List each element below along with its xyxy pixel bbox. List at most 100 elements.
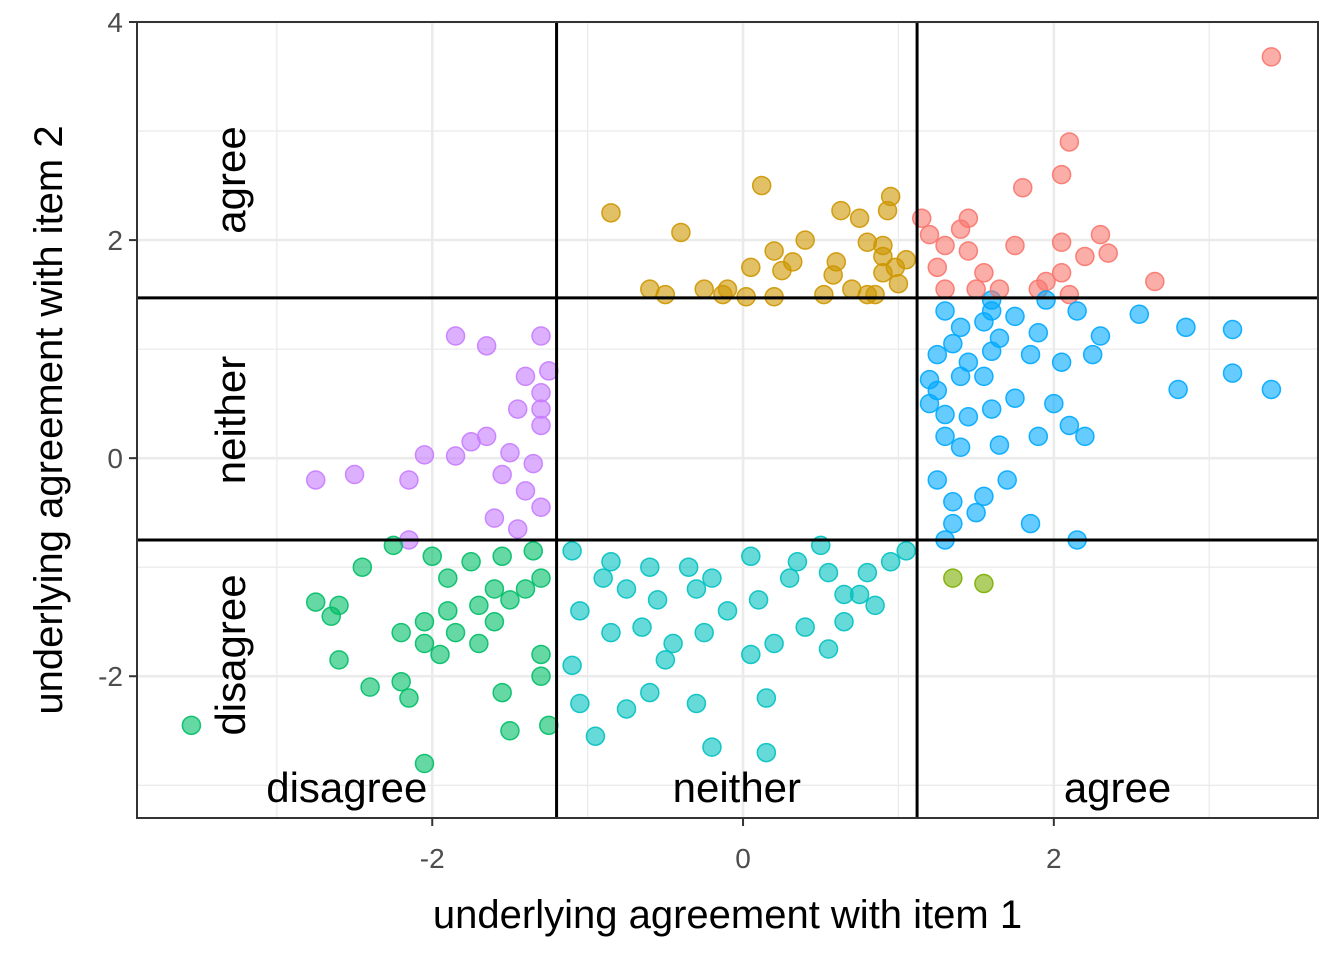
data-point [1222, 363, 1243, 383]
data-point [751, 175, 772, 196]
data-point [779, 568, 800, 588]
data-point [935, 279, 955, 299]
data-point [305, 592, 326, 612]
data-point [1036, 290, 1056, 310]
y-region-label-disagree: disagree [207, 574, 254, 735]
data-point [772, 260, 792, 281]
data-point [1145, 271, 1165, 292]
data-point [834, 584, 854, 605]
data-point [616, 579, 637, 599]
data-point [1020, 344, 1041, 365]
data-point [562, 541, 582, 561]
x-region-label-disagree: disagree [266, 764, 427, 811]
data-point [950, 317, 971, 338]
data-point [461, 432, 481, 452]
data-point [616, 699, 637, 719]
data-point [950, 366, 971, 387]
axis-ticks: -2 0 2 -2 0 2 4 [98, 7, 1062, 874]
data-point [857, 562, 878, 583]
data-point [981, 341, 1002, 362]
data-point [391, 622, 411, 643]
data-point [562, 655, 582, 676]
y-region-label-neither: neither [207, 356, 254, 484]
data-point [935, 235, 955, 256]
data-point [476, 336, 497, 356]
data-point [1013, 177, 1033, 198]
data-point [523, 541, 544, 561]
data-point [1059, 415, 1080, 436]
data-point [647, 590, 668, 610]
data-point [678, 557, 699, 577]
data-point [966, 279, 986, 299]
data-point [831, 200, 851, 221]
data-point [1075, 246, 1095, 267]
data-point [966, 502, 986, 523]
data-point [896, 249, 916, 270]
data-point [888, 273, 909, 294]
data-point [399, 688, 419, 708]
data-point [919, 224, 940, 245]
region-labels: disagree neither agree disagree neither agree [207, 126, 1171, 811]
data-point [461, 552, 481, 572]
data-point [438, 568, 458, 588]
data-point [531, 568, 551, 588]
x-region-label-agree: agree [1064, 764, 1171, 811]
data-point [943, 333, 963, 354]
data-point [927, 380, 948, 401]
data-point [1090, 224, 1111, 245]
data-point [702, 568, 722, 588]
data-point [814, 284, 834, 305]
data-point [1261, 47, 1282, 67]
data-point [640, 682, 660, 703]
data-point [974, 263, 994, 283]
data-point [414, 753, 435, 774]
data-point [531, 326, 551, 346]
y-tick-label: 0 [107, 443, 123, 474]
data-point [857, 284, 878, 305]
data-point [818, 562, 839, 583]
y-region-label-agree: agree [207, 126, 254, 233]
data-point [515, 579, 536, 599]
data-point [1044, 393, 1064, 414]
data-point [877, 200, 898, 221]
data-point [713, 284, 733, 305]
data-point [1261, 379, 1282, 400]
data-point [694, 279, 714, 299]
data-point [570, 601, 590, 621]
data-point [430, 644, 450, 665]
data-point [671, 222, 691, 243]
data-point [445, 446, 466, 466]
data-point [531, 497, 551, 517]
data-point [927, 470, 948, 490]
data-point [997, 470, 1017, 490]
data-point [414, 445, 435, 465]
data-point [640, 557, 660, 577]
data-point [741, 257, 761, 278]
data-point [422, 546, 442, 567]
data-point [515, 481, 536, 501]
data-point [741, 546, 761, 567]
x-tick-label: 2 [1046, 843, 1062, 874]
data-point [865, 595, 885, 616]
data-point [352, 557, 373, 577]
data-point [717, 601, 738, 621]
data-point [484, 579, 505, 599]
data-point [974, 573, 994, 594]
data-point [873, 263, 893, 283]
data-point [880, 552, 901, 572]
data-point [764, 633, 784, 654]
data-point [935, 301, 955, 321]
data-point [344, 464, 365, 485]
data-point [1051, 232, 1072, 253]
data-point [981, 301, 1002, 321]
data-point [500, 442, 520, 463]
data-point [1090, 326, 1111, 346]
data-point [1005, 235, 1025, 256]
data-point [445, 326, 466, 346]
data-point [1020, 513, 1041, 534]
data-points [181, 47, 1282, 774]
y-tick-label: 4 [107, 7, 123, 38]
data-point [911, 208, 932, 229]
data-point [1082, 344, 1103, 365]
